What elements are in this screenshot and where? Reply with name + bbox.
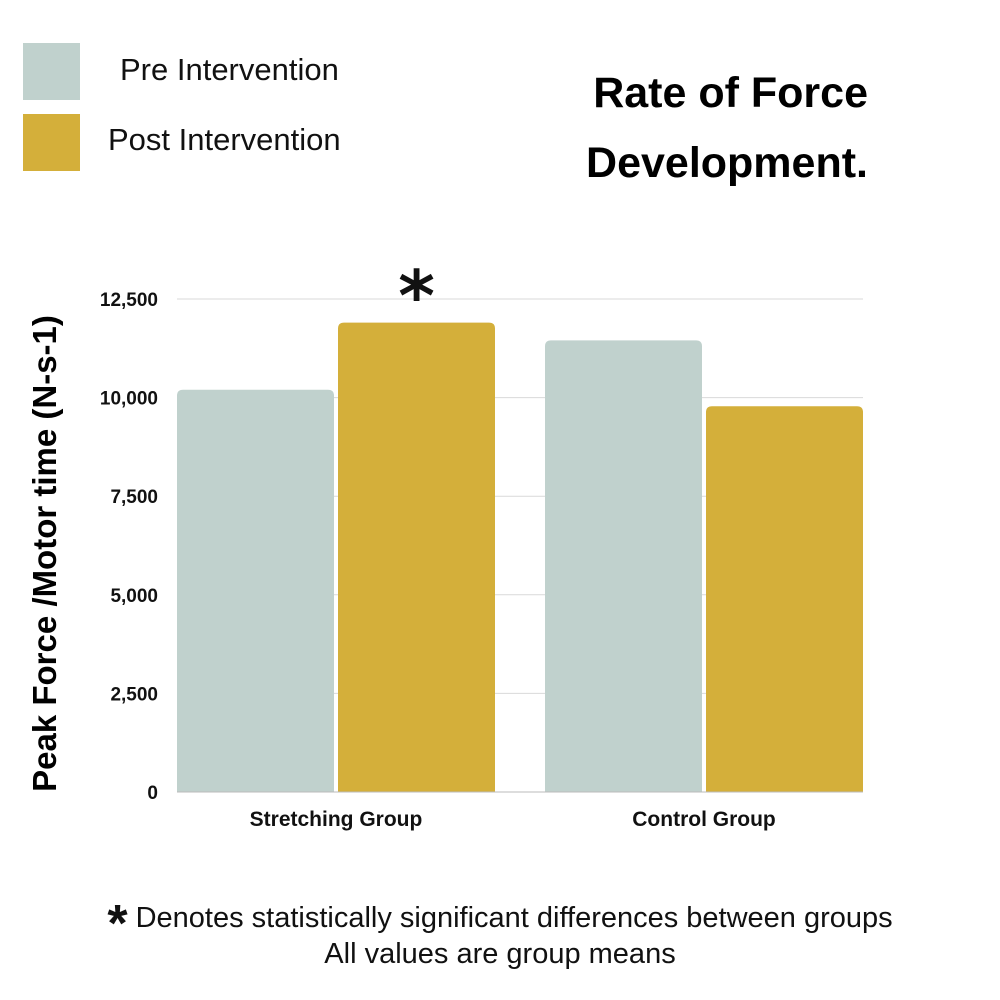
legend-label-pre: Pre Intervention [120, 52, 339, 87]
y-axis-label: Peak Force /Motor time (N-s-1) [26, 315, 63, 792]
y-tick-label: 0 [147, 783, 158, 804]
legend-swatch-pre [23, 43, 80, 100]
significance-asterisk: * [398, 256, 435, 338]
bar-control-group-pre-intervention [545, 340, 702, 792]
y-tick-label: 2,500 [110, 684, 158, 705]
y-tick-label: 12,500 [100, 290, 158, 311]
x-category-label: Control Group [632, 808, 775, 831]
bar-chart: 0 2,500 5,000 7,500 10,000 12,500 * Stretching … [26, 256, 863, 831]
legend-swatch-post [23, 114, 80, 171]
footnote-significance: * Denotes statistically significant diffe… [0, 880, 1000, 953]
chart-title-line-1: Rate of Force [593, 69, 868, 117]
chart-title-line-2: Development. [586, 139, 868, 187]
x-category-label: Stretching Group [250, 808, 423, 831]
bar-stretching-group-post-intervention [338, 322, 495, 792]
footnote-means: All values are group means [324, 938, 676, 970]
bar-control-group-post-intervention [706, 406, 863, 792]
bar-stretching-group-pre-intervention [177, 389, 334, 792]
chart-title: Rate of Force Development. [448, 58, 868, 198]
y-tick-label: 10,000 [100, 389, 158, 410]
asterisk-icon: * [107, 895, 128, 953]
footnote-significance-text: Denotes statistically significant differ… [135, 902, 893, 934]
legend-label-post: Post Intervention [108, 122, 341, 157]
y-tick-label: 5,000 [110, 586, 158, 607]
y-tick-label: 7,500 [110, 487, 158, 508]
